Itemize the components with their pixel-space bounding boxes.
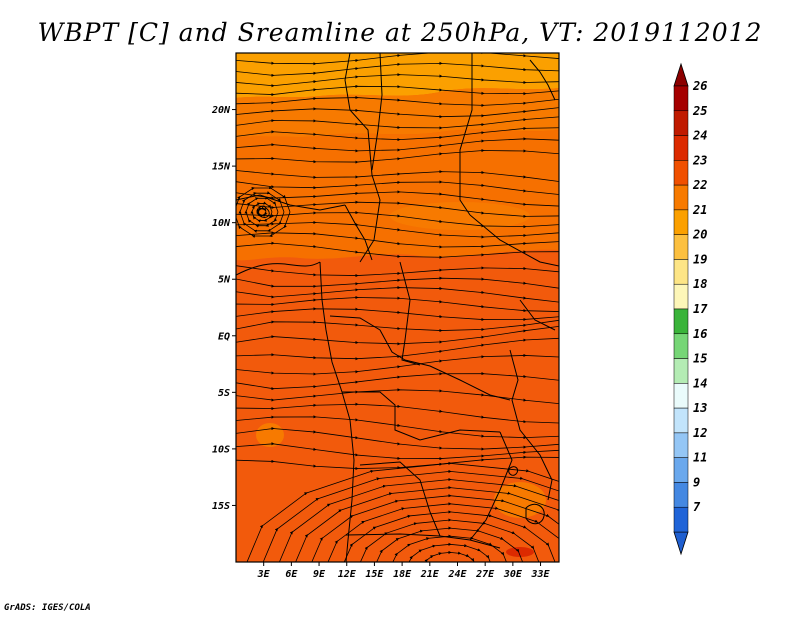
lat-tick-label: 15N: [212, 162, 231, 173]
colorbar-swatch: [673, 160, 689, 186]
streamline: [236, 95, 559, 108]
lat-tick-label: 10N: [212, 218, 231, 229]
colorbar-swatch: [673, 358, 689, 384]
colorbar-label: 15: [693, 352, 707, 366]
streamline: [236, 148, 559, 164]
streamline: [236, 319, 559, 333]
colorbar-label: 19: [693, 252, 707, 266]
colorbar-top-arrow: [673, 62, 689, 87]
colorbar-swatch: [673, 383, 689, 409]
colorbar-swatch: [673, 209, 689, 235]
colorbar-label: 25: [692, 104, 707, 118]
field-sahel-band: [236, 129, 559, 261]
page-title: WBPT [C] and Sreamline at 250hPa, VT: 20…: [37, 18, 763, 47]
lat-tick-label: 20N: [211, 105, 231, 116]
colorbar-bottom-arrow: [673, 531, 689, 556]
streamline: [236, 186, 291, 238]
colorbar-swatch: [673, 85, 689, 112]
streamline: [236, 84, 559, 97]
colorbar-label: 23: [692, 153, 707, 167]
streamline: [236, 107, 559, 119]
streamline: [246, 461, 559, 562]
lon-tick-label: 6E: [285, 569, 298, 580]
lon-tick-label: 27E: [475, 569, 495, 580]
colorbar-label: 26: [692, 79, 707, 93]
colorbar-swatch: [673, 259, 689, 285]
colorbar-swatch: [673, 407, 689, 434]
colorbar-label: 21: [692, 203, 707, 217]
streamline: [236, 307, 559, 322]
lon-tick-label: 3E: [257, 569, 271, 580]
lon-tick-label: 33E: [531, 569, 551, 580]
colorbar-label: 22: [692, 178, 707, 192]
colorbar-label: 20: [692, 228, 707, 242]
colorbar-label: 17: [693, 302, 708, 316]
colorbar-label: 7: [693, 500, 701, 514]
lon-tick-label: 9E: [313, 569, 326, 580]
colorbar-swatch: [673, 506, 689, 533]
streamline: [236, 180, 559, 195]
streamline: [236, 73, 559, 88]
streamline: [236, 170, 559, 182]
colorbar-label: 11: [693, 451, 707, 465]
border-line: [529, 59, 556, 101]
border-line: [236, 261, 321, 276]
lat-tick-label: 10S: [212, 444, 230, 455]
lon-tick-label: 24E: [447, 569, 467, 580]
colorbar-label: 12: [693, 426, 707, 440]
lon-tick-label: 15E: [365, 569, 384, 580]
colorbar-label: 13: [693, 401, 707, 415]
streamline: [236, 241, 559, 259]
lon-tick-label: 30E: [503, 569, 523, 580]
lat-tick-label: EQ: [218, 331, 230, 342]
colorbar-swatch: [673, 457, 689, 483]
streamline: [236, 265, 559, 278]
colorbar-swatch: [673, 432, 689, 458]
colorbar-swatch: [673, 333, 689, 359]
colorbar-swatch: [673, 234, 689, 260]
lat-tick-label: 5N: [218, 275, 231, 286]
colorbar-swatch: [673, 135, 689, 161]
streamline: [236, 372, 559, 391]
colorbar-label: 9: [693, 475, 700, 489]
lat-axis: 20N 15N 10N 5N EQ 5S 10S 15S: [211, 105, 236, 512]
colorbar-swatch: [673, 110, 689, 136]
colorbar-swatch: [673, 283, 689, 310]
colorbar-label: 16: [693, 327, 707, 341]
colorbar-swatch: [673, 184, 689, 211]
lon-tick-label: 21E: [420, 569, 440, 580]
lon-axis: 3E 6E 9E 12E 15E 18E 21E 24E 27E 30E 33E: [257, 562, 551, 580]
lon-tick-label: 18E: [393, 569, 412, 580]
colorbar-label: 24: [692, 129, 707, 143]
streamlines: [236, 53, 559, 562]
lon-tick-label: 12E: [338, 569, 357, 580]
colorbar: 26 25 24 23 22 21 20 19 18 17 16 15 14 13 12 11 9 7: [673, 62, 708, 556]
field-orange-patch-2: [256, 423, 284, 447]
credit-label: GrADS: IGES/COLA: [4, 603, 91, 613]
colorbar-swatch: [673, 308, 689, 335]
map-frame: [235, 52, 560, 563]
lat-tick-label: 5S: [218, 388, 230, 399]
colorbar-label: 14: [693, 376, 707, 390]
lat-tick-label: 15S: [212, 501, 230, 512]
streamline: [236, 388, 559, 405]
field-orange-patch-1: [390, 202, 530, 230]
colorbar-label: 18: [693, 277, 707, 291]
colorbar-swatch: [673, 482, 689, 508]
